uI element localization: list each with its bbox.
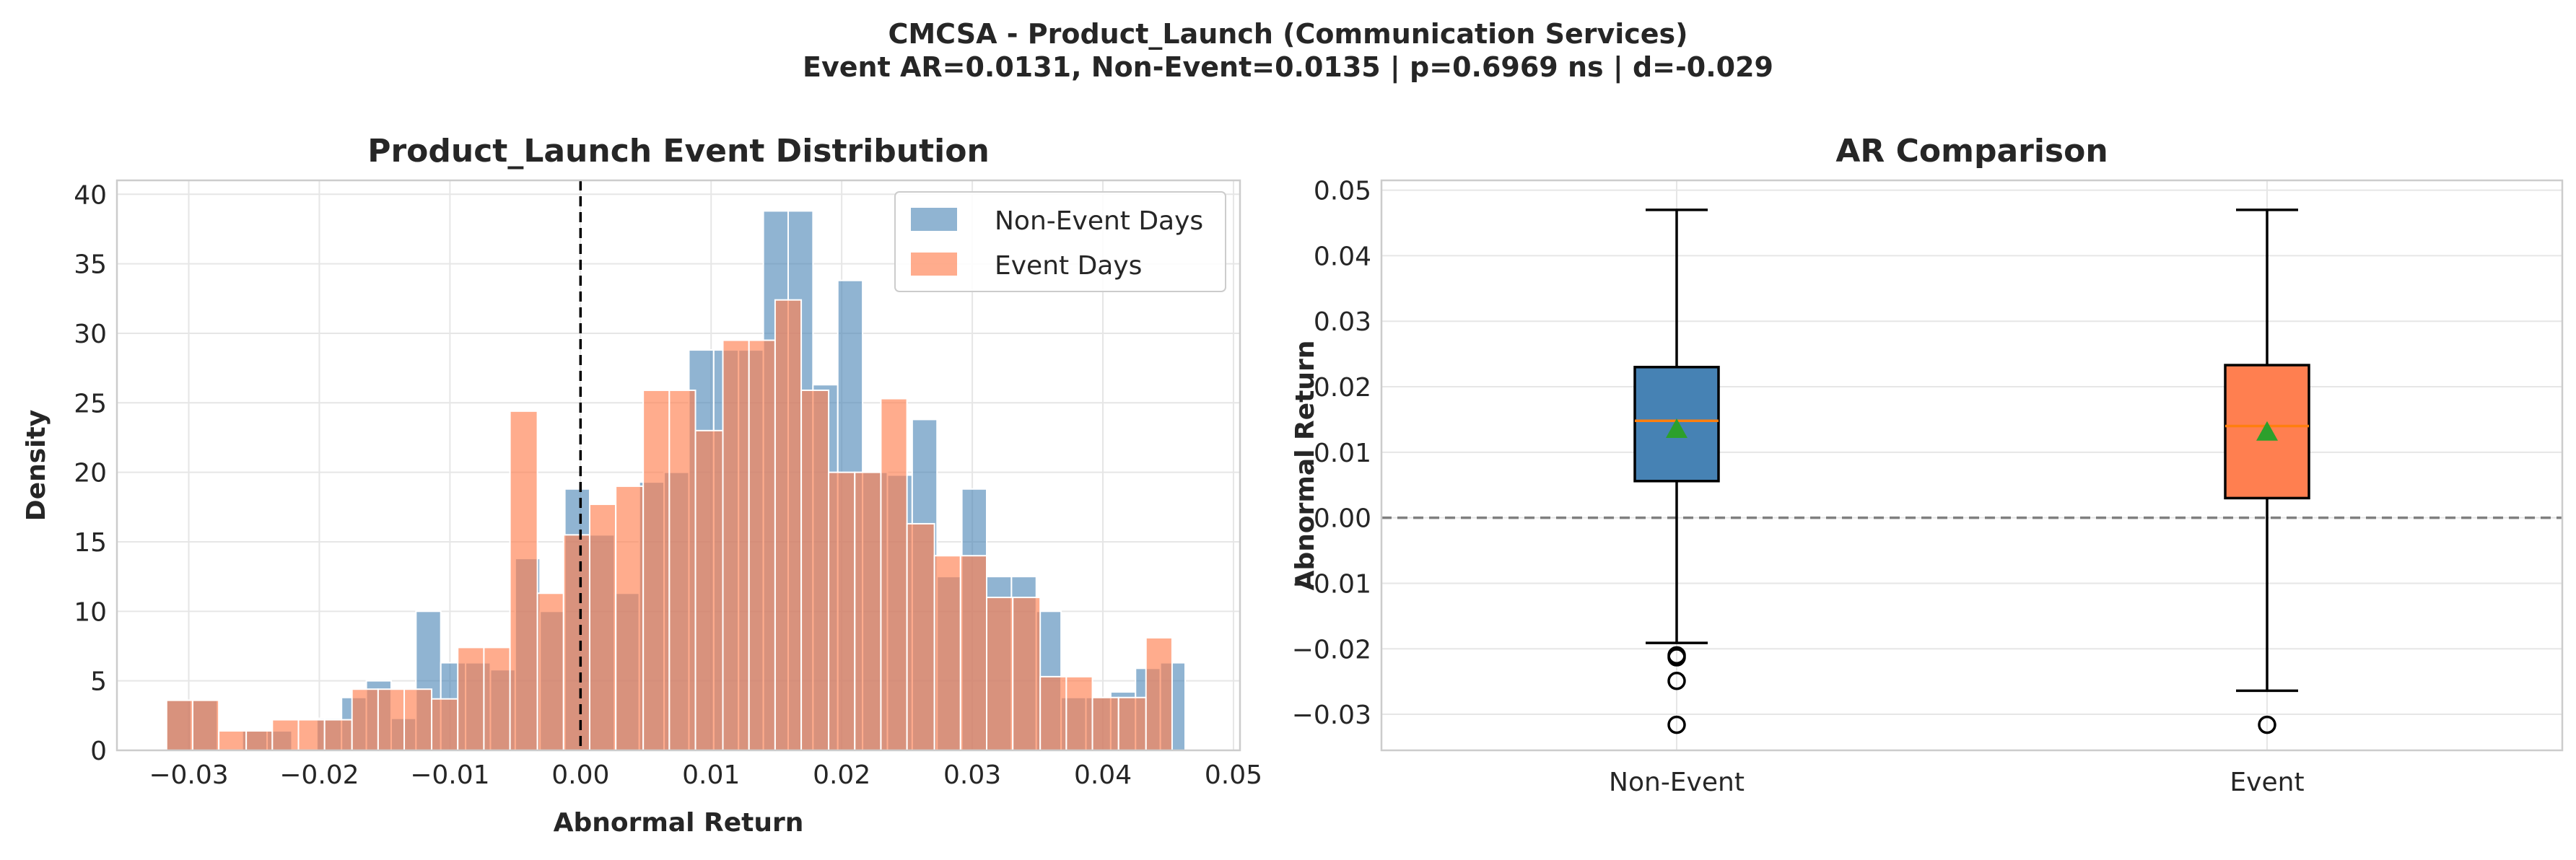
y-tick-label: −0.01 (1292, 569, 1371, 599)
y-tick-label: 35 (74, 250, 107, 280)
y-tick-label: 15 (74, 528, 107, 558)
histogram-bar-event (1145, 636, 1173, 751)
histogram-y-label: Density (22, 410, 51, 521)
histogram-bar-event (536, 592, 564, 752)
histogram-bar-event (642, 389, 671, 751)
mean-marker (2256, 421, 2278, 441)
histogram-bar-event (933, 555, 961, 751)
boxplot-spine (1380, 179, 2564, 752)
histogram-bar-event (1065, 675, 1093, 751)
histogram-bar-event (218, 730, 248, 752)
figure-suptitle: CMCSA - Product_Launch (Communication Se… (0, 17, 2576, 84)
boxplot-y-ticks: −0.03 −0.02 −0.01 0.00 0.01 0.02 0.03 0.04 0.05 (1292, 177, 1371, 730)
histogram-bars (165, 210, 1187, 752)
histogram-bar-event (959, 555, 987, 751)
histogram-bar-event (457, 646, 485, 751)
histogram-bar-event (906, 522, 935, 751)
outlier-point (2258, 715, 2276, 734)
histogram-bar-event (854, 471, 882, 751)
y-tick-label: 0.01 (1314, 439, 1371, 468)
histogram-bar-event (431, 698, 459, 752)
suptitle-line-1: CMCSA - Product_Launch (Communication Se… (888, 18, 1688, 50)
legend-swatch-non-event (911, 208, 957, 231)
histogram-bar-event (828, 471, 856, 751)
boxplot-panel: −0.03−0.02−0.010.000.010.020.030.040.05 … (1291, 133, 2564, 797)
legend-label-event: Event Days (995, 251, 1142, 281)
x-tick-label: −0.01 (410, 760, 489, 790)
histogram-bar-event (271, 719, 300, 751)
histogram-bar-event (323, 719, 353, 751)
histogram-bar-event (245, 730, 274, 752)
x-tick-label: 0.04 (1074, 760, 1132, 790)
histogram-bar-event (191, 699, 220, 752)
x-tick-label: 0.05 (1205, 760, 1262, 790)
y-tick-label: 0.04 (1314, 242, 1371, 271)
histogram-bar-event (1012, 597, 1042, 751)
histogram-panel: −0.03 −0.02 −0.01 0.00 0.01 0.02 0.03 0.04 0.05 … (22, 133, 1262, 838)
histogram-bar-event (165, 699, 193, 752)
y-tick-label: 25 (74, 389, 107, 418)
outlier-point (1667, 648, 1686, 667)
y-tick-label: −0.02 (1292, 635, 1371, 664)
mean-marker (1666, 418, 1688, 439)
boxplot-y-label: Abnormal Return (1291, 341, 1320, 591)
outlier-point (1667, 671, 1686, 690)
x-tick-label: 0.00 (551, 760, 609, 790)
histogram-bar-event (403, 688, 433, 751)
outlier-point (1667, 715, 1686, 734)
histogram-bar-event (615, 485, 645, 752)
y-tick-label: 0.05 (1314, 177, 1371, 206)
histogram-bar-event (1039, 675, 1067, 751)
y-tick-label: 40 (74, 180, 107, 210)
histogram-bar-event (985, 597, 1014, 751)
x-tick-label: 0.03 (943, 760, 1001, 790)
histogram-bar-event (562, 534, 590, 752)
boxplot-title: AR Comparison (1835, 133, 2108, 170)
histogram-legend: Non-Event Days Event Days (894, 191, 1226, 292)
histogram-bar-event (800, 389, 830, 751)
histogram-bar-event (1117, 696, 1147, 752)
histogram-bar-event (377, 688, 406, 751)
histogram-bar-event (297, 719, 326, 751)
histogram-bar-event (1091, 696, 1119, 752)
legend-swatch-event (911, 253, 957, 276)
histogram-bar-event (748, 339, 776, 751)
y-tick-label: 30 (74, 320, 107, 349)
y-tick-label: 10 (74, 597, 107, 627)
histogram-bar-event (509, 410, 538, 751)
histogram-bar-event (774, 299, 803, 751)
x-tick-label: 0.02 (813, 760, 870, 790)
x-tick-label: −0.02 (279, 760, 359, 790)
x-tick-label: 0.01 (682, 760, 740, 790)
histogram-x-ticks: −0.03 −0.02 −0.01 0.00 0.01 0.02 0.03 0.04 0.05 (149, 760, 1262, 790)
y-tick-label: 0.02 (1314, 373, 1371, 403)
y-tick-label: 20 (74, 459, 107, 488)
histogram-title: Product_Launch Event Distribution (367, 133, 990, 170)
histogram-spine (115, 179, 1241, 752)
histogram-bar-event (668, 389, 697, 751)
x-tick-label: −0.03 (149, 760, 228, 790)
histogram-bar-event (694, 429, 724, 752)
boxplot-boxes (1633, 209, 2310, 734)
histogram-bar-event (483, 646, 511, 751)
legend-label-non-event: Non-Event Days (995, 206, 1203, 236)
y-tick-label: 0.03 (1314, 307, 1371, 337)
x-tick-label: Event (2230, 768, 2304, 797)
y-tick-label: 0.00 (1314, 504, 1371, 534)
x-tick-label: Non-Event (1609, 768, 1745, 797)
suptitle-line-2: Event AR=0.0131, Non-Event=0.0135 | p=0.… (803, 51, 1773, 83)
boxplot-x-ticks: Non-Event Event (1609, 768, 2305, 797)
histogram-bar-event (722, 339, 750, 751)
boxplot-axes-frame (1381, 180, 2562, 750)
histogram-x-label: Abnormal Return (554, 808, 804, 838)
histogram-bar-event (351, 688, 379, 751)
y-tick-label: 0 (90, 737, 107, 766)
y-tick-label: −0.03 (1292, 701, 1371, 730)
histogram-bar-event (880, 398, 908, 751)
y-tick-label: 5 (90, 667, 107, 697)
legend-frame (894, 191, 1226, 292)
histogram-y-ticks: 0 5 10 15 20 25 30 35 40 (74, 180, 107, 766)
histogram-bar-event (588, 503, 617, 751)
